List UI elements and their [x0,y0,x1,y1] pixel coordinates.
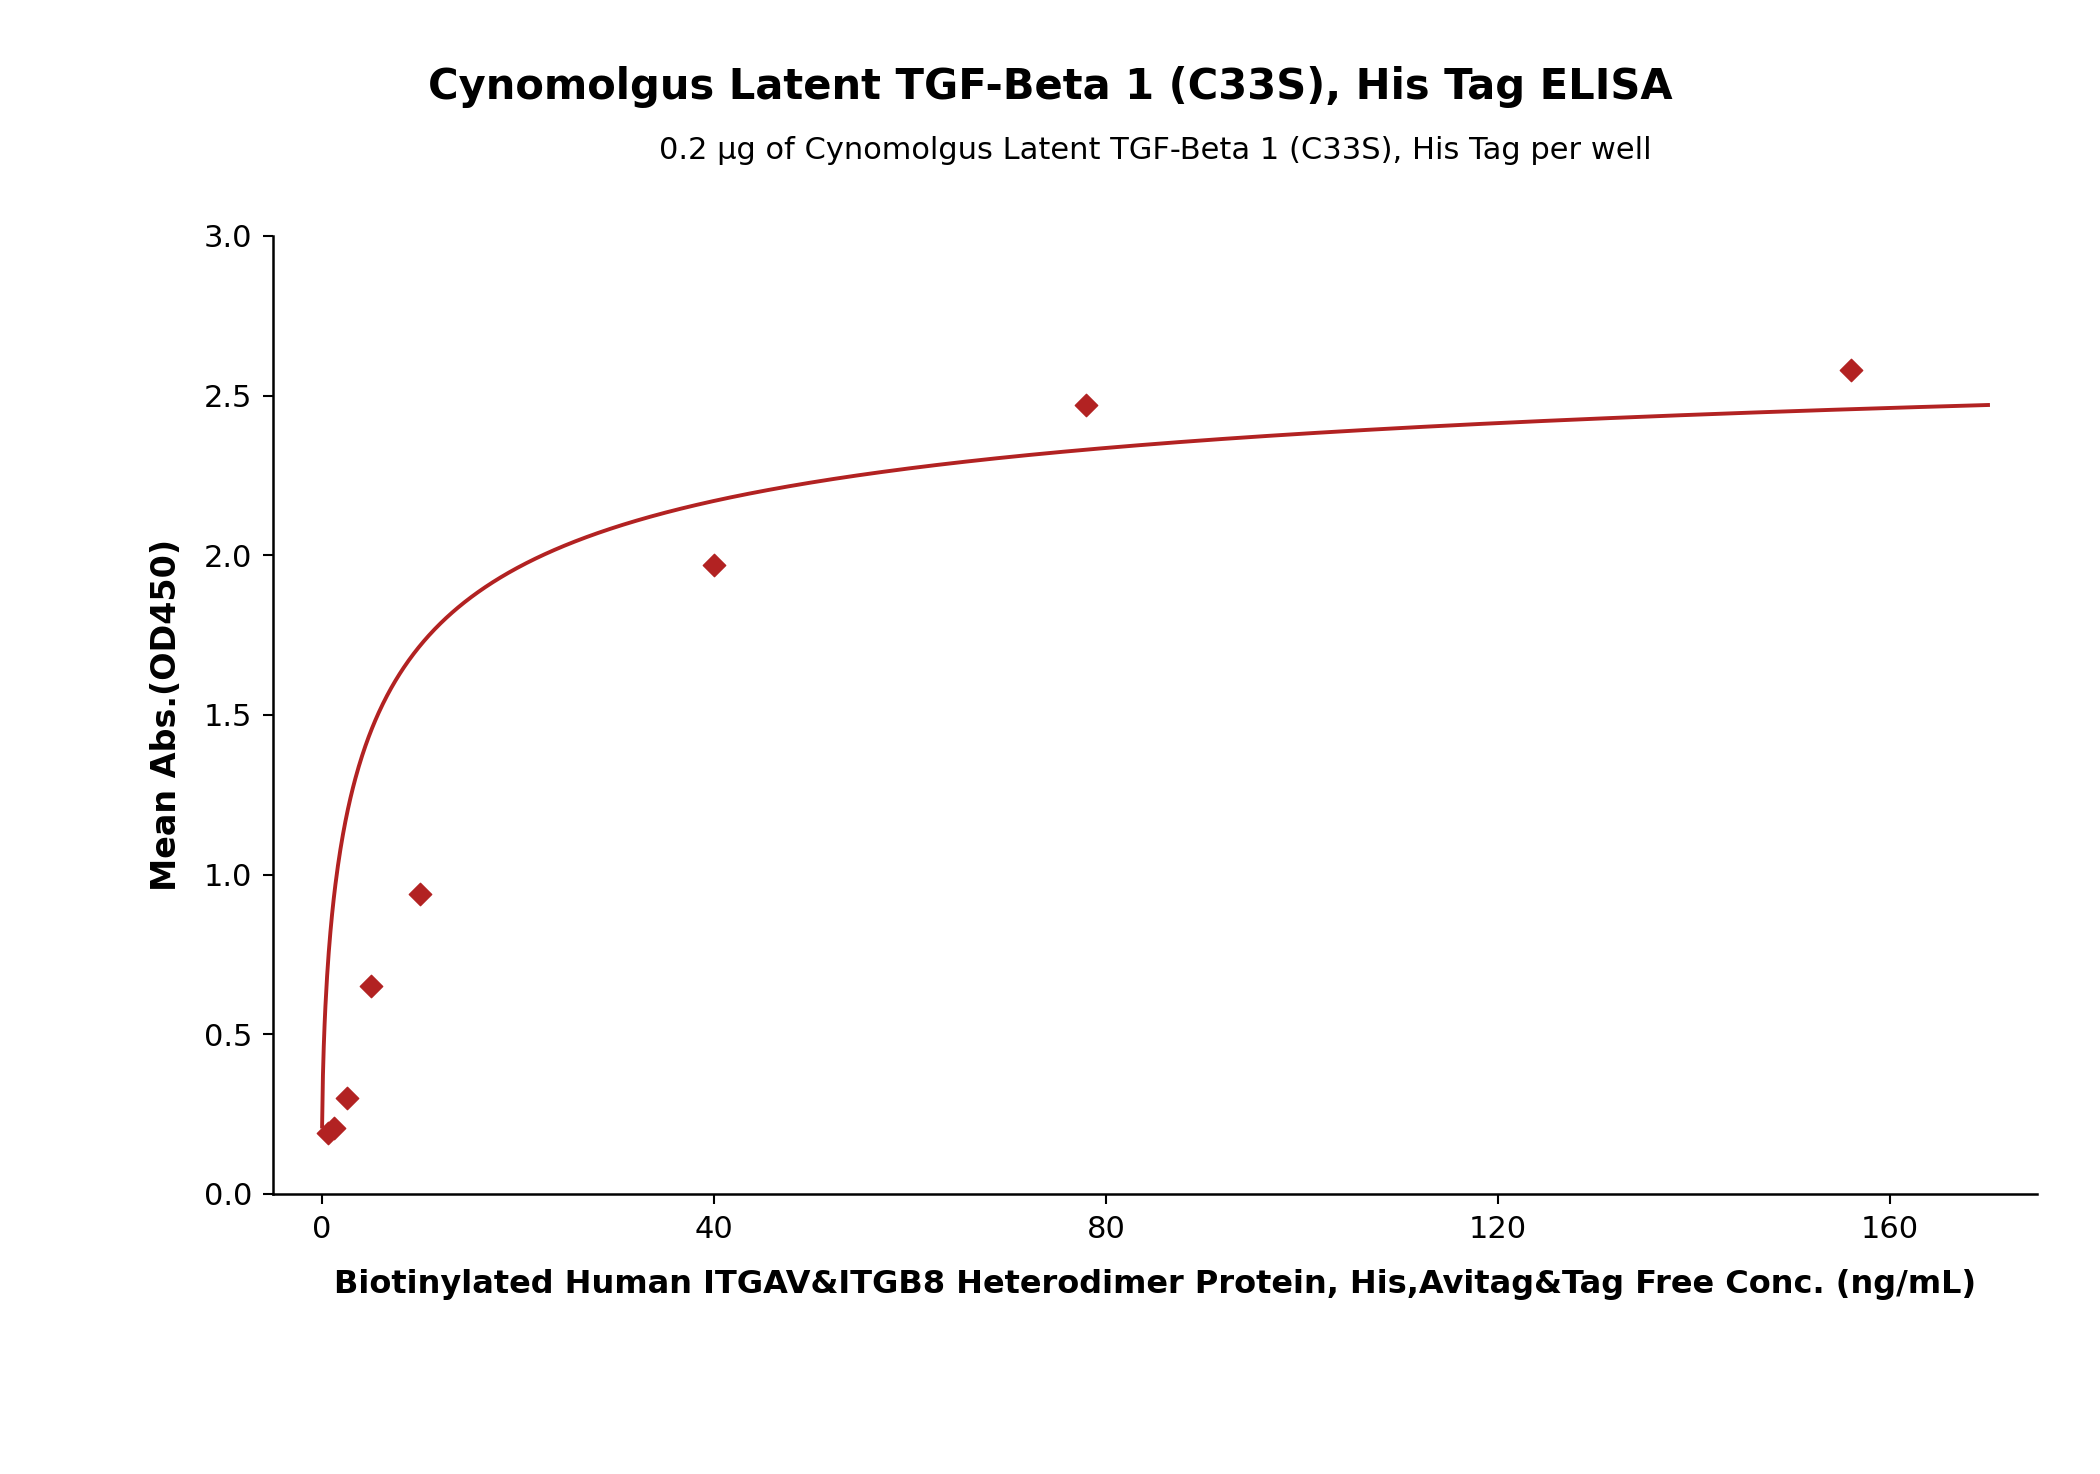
X-axis label: Biotinylated Human ITGAV&ITGB8 Heterodimer Protein, His,Avitag&Tag Free Conc. (n: Biotinylated Human ITGAV&ITGB8 Heterodim… [334,1269,1976,1300]
Point [1833,358,1867,382]
Point [1069,394,1103,417]
Point [330,1086,363,1110]
Point [697,553,731,576]
Point [317,1117,351,1141]
Title: 0.2 μg of Cynomolgus Latent TGF-Beta 1 (C33S), His Tag per well: 0.2 μg of Cynomolgus Latent TGF-Beta 1 (… [659,137,1651,165]
Point [403,881,437,905]
Y-axis label: Mean Abs.(OD450): Mean Abs.(OD450) [149,539,183,890]
Text: Cynomolgus Latent TGF-Beta 1 (C33S), His Tag ELISA: Cynomolgus Latent TGF-Beta 1 (C33S), His… [428,66,1672,108]
Point [355,974,388,998]
Point [311,1122,344,1145]
